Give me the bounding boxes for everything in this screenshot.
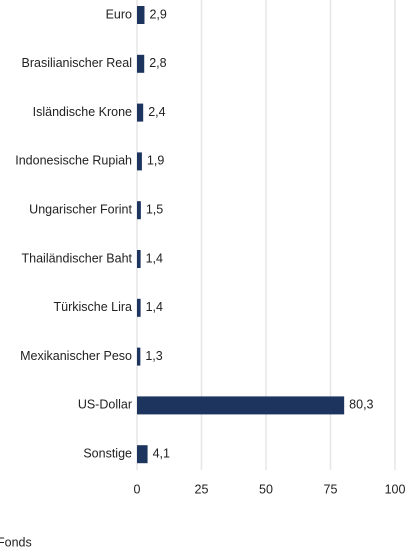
value-label: 2,4 bbox=[148, 105, 165, 119]
x-tick-label: 75 bbox=[324, 482, 338, 496]
bar bbox=[137, 54, 145, 73]
value-label: 2,8 bbox=[149, 56, 166, 70]
category-label: Brasilianischer Real bbox=[22, 56, 132, 70]
category-label: Sonstige bbox=[83, 446, 132, 460]
bar bbox=[137, 396, 345, 415]
value-label: 1,3 bbox=[145, 349, 162, 363]
bar bbox=[137, 347, 141, 366]
value-label: 1,9 bbox=[147, 154, 164, 168]
value-label: 4,1 bbox=[153, 446, 170, 460]
category-label: Ungarischer Forint bbox=[29, 202, 132, 216]
bar bbox=[137, 298, 141, 317]
category-label: Türkische Lira bbox=[54, 300, 133, 314]
bar bbox=[137, 103, 144, 122]
x-tick-label: 50 bbox=[259, 482, 273, 496]
category-label: Indonesische Rupiah bbox=[15, 154, 132, 168]
category-label: Isländische Krone bbox=[33, 105, 132, 119]
bar bbox=[137, 152, 142, 171]
category-label: Mexikanischer Peso bbox=[20, 349, 132, 363]
value-label: 1,4 bbox=[146, 300, 163, 314]
bar bbox=[137, 445, 148, 464]
category-label: Thailändischer Baht bbox=[22, 251, 133, 265]
category-label: Euro bbox=[106, 7, 132, 21]
bar bbox=[137, 6, 145, 24]
value-label: 1,5 bbox=[146, 202, 163, 216]
legend-label: Fonds bbox=[0, 535, 32, 549]
value-label: 2,9 bbox=[149, 7, 166, 21]
bar bbox=[137, 250, 141, 268]
bar bbox=[137, 201, 141, 220]
value-label: 1,4 bbox=[146, 251, 163, 265]
x-tick-label: 0 bbox=[134, 482, 141, 496]
category-label: US-Dollar bbox=[78, 398, 132, 412]
x-tick-label: 25 bbox=[195, 482, 209, 496]
x-tick-label: 100 bbox=[385, 482, 406, 496]
value-label: 80,3 bbox=[349, 398, 373, 412]
